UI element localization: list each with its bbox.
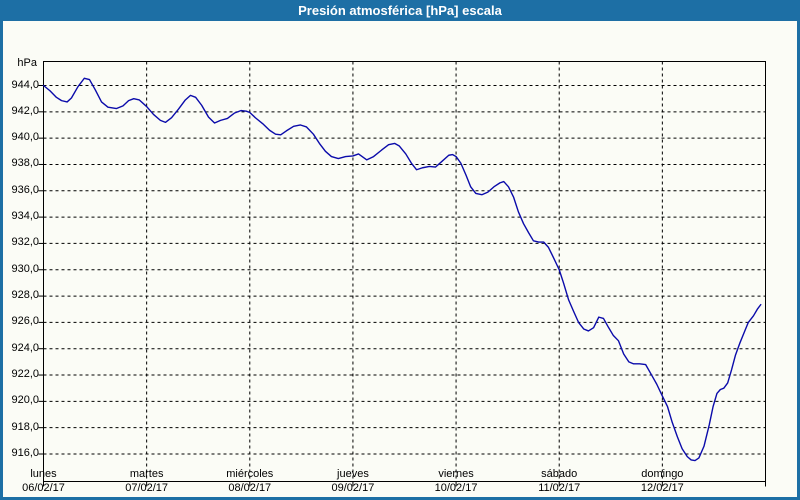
x-day-label: lunes: [30, 468, 57, 480]
y-tick-label: 944,0: [11, 78, 39, 91]
x-day-label: domingo: [641, 468, 684, 480]
y-tick-label: 924,0: [11, 341, 39, 354]
plot-area: [38, 61, 766, 487]
x-date-label: 07/02/17: [125, 482, 169, 494]
x-day-label: martes: [129, 468, 164, 480]
y-tick-label: 930,0: [11, 262, 39, 275]
x-day-label: viernes: [438, 468, 474, 480]
y-tick-label: 932,0: [11, 236, 39, 249]
y-tick-label: 928,0: [11, 289, 39, 302]
y-tick-label: 940,0: [11, 131, 39, 144]
x-date-label: 08/02/17: [228, 482, 272, 494]
x-date-label: 06/02/17: [22, 482, 65, 494]
y-tick-label: 934,0: [11, 210, 39, 223]
window-title: Presión atmosférica [hPa] escala: [298, 3, 502, 18]
y-tick-label: 938,0: [11, 157, 39, 170]
y-tick-label: 942,0: [11, 104, 39, 117]
y-axis-unit-label: hPa: [17, 57, 37, 69]
x-day-label: miércoles: [226, 468, 274, 480]
y-tick-label: 922,0: [11, 368, 39, 381]
y-tick-label: 920,0: [11, 394, 39, 407]
x-day-label: jueves: [337, 468, 369, 480]
y-tick-label: 916,0: [11, 446, 39, 459]
x-date-label: 10/02/17: [434, 482, 478, 494]
window-titlebar: Presión atmosférica [hPa] escala: [0, 0, 800, 21]
pressure-line: [42, 77, 762, 462]
x-date-label: 12/02/17: [640, 482, 684, 494]
chart-background: hPa 944,0 942,0 940,0 938,0 936,0 934,0 932,0 9…: [3, 21, 797, 497]
y-tick-label: 926,0: [11, 315, 39, 328]
x-day-label: sábado: [541, 468, 578, 480]
y-tick-label: 918,0: [11, 420, 39, 433]
x-date-label: 11/02/17: [538, 482, 581, 494]
y-tick-label: 936,0: [11, 183, 39, 196]
x-date-label: 09/02/17: [331, 482, 375, 494]
